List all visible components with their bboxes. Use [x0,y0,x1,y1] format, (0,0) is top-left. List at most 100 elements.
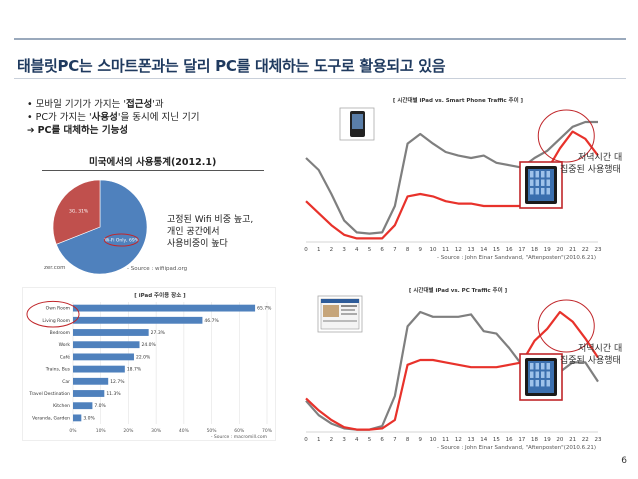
pie-chart: Wi-Fi Only, 69% 3G, 31% [52,179,148,275]
line-series-red [305,310,599,431]
tablet-app-tile [546,379,550,387]
x-tick-label: 7 [393,437,397,443]
bar-x-tick: 70% [262,428,273,434]
bar [73,390,105,397]
bar-source: - Source : macromill.com [211,434,267,440]
pie-section-rule [42,170,264,171]
bar-category-label: Travel Destination [28,391,70,397]
bar-x-tick: 50% [207,428,218,434]
x-tick-label: 21 [569,247,576,253]
bar-x-tick: 60% [234,428,245,434]
x-tick-label: 8 [406,247,410,253]
x-tick-label: 6 [380,437,384,443]
pie-note-line-1: 고정된 Wifi 비중 높고, [167,215,254,225]
bar-value-label: 24.0% [142,342,157,348]
x-tick-label: 15 [493,247,500,253]
bar-chart-panel: [ iPad 주이용 장소 ] 0% 10% 20% 30% 40% 50% 60% 70% Ow… [22,287,276,441]
tablet-app-tile [546,363,550,370]
bar [73,304,256,312]
bar-x-tick: 30% [151,428,162,434]
bar-chart: [ iPad 주이용 장소 ] 0% 10% 20% 30% 40% 50% 60% 70% Ow… [26,291,273,440]
bar [73,329,149,336]
bullet-2: • PC가 가지는 '사용성'을 동시에 지닌 기기 [27,112,200,123]
bullet-3: ➔ PC를 대체하는 기능성 [27,124,199,138]
bar [73,341,140,349]
bar-category-label: Café [60,353,70,360]
x-tick-label: 13 [468,437,475,443]
x-tick-label: 3 [342,437,346,443]
bar-value-label: 22.0% [136,354,151,360]
pie-note: 고정된 Wifi 비중 높고, 개인 공간에서 사용비중이 높다 [167,214,253,250]
bullet-3-text: PC를 대체하는 기능성 [37,125,129,136]
x-tick-label: 9 [419,247,423,253]
x-tick-label: 23 [595,437,602,443]
x-tick-label: 16 [506,437,513,443]
x-tick-label: 4 [355,437,359,443]
tablet-app-tile [535,371,539,378]
tablet-app-tile [541,363,545,370]
x-tick-label: 19 [544,437,551,443]
x-tick-label: 8 [406,437,410,443]
bar [73,353,134,361]
x-tick-label: 10 [429,437,436,443]
tablet-app-tile [541,379,545,387]
tablet-app-tile [530,371,534,378]
phone-screen [352,114,363,129]
tablet-app-tile [535,187,539,195]
x-tick-label: 12 [455,247,462,253]
bar-value-label: 11.3% [106,391,121,397]
tablet-app-tile [541,371,545,378]
tablet-app-tile [530,171,534,178]
tablet-app-tile [541,179,545,186]
highlight-ellipse [537,109,595,163]
pc-browser-icon [317,295,363,333]
tablet-icon [519,353,563,401]
x-tick-label: 17 [518,247,525,253]
traffic-top-note-line-2: 집중된 사용행태 [560,165,621,175]
traffic-top-chart: [ 시간대별 iPad vs. Smart Phone Traffic 추이 ]… [304,96,602,261]
x-tick-label: 4 [355,247,359,253]
highlight-ellipse [26,300,80,328]
browser-header [321,299,359,303]
x-tick-label: 2 [330,247,334,253]
x-tick-label: 15 [493,437,500,443]
x-tick-label: 20 [556,247,563,253]
bar [73,402,93,410]
traffic-top-note-line-1: 저녁시간 대 [578,153,623,163]
bar-value-label: 3.0% [83,415,95,421]
traffic-bottom-note: 저녁시간 대 집중된 사용행태 [560,343,622,367]
x-tick-label: 12 [455,437,462,443]
bullet-1: • 모바일 기기가 가지는 '접근성'과 [27,99,164,110]
tablet-app-tile [535,171,539,178]
x-tick-label: 18 [531,437,538,443]
x-tick-label: 11 [442,247,449,253]
tablet-app-tile [546,371,550,378]
bullet-1-post: '과 [152,99,164,110]
x-tick-label: 22 [582,437,589,443]
traffic-top-note: 저녁시간 대 집중된 사용행태 [560,152,622,176]
bar-value-label: 18.7% [127,367,142,373]
pie-slice-label: 3G, 31% [69,208,89,214]
page-number: 6 [621,456,627,466]
bar-x-tick: 0% [69,428,77,434]
browser-text-line [341,313,357,315]
bar-x-tick: 40% [179,428,190,434]
bullet-1-pre: 모바일 기기가 가지는 ' [35,99,126,110]
x-tick-label: 20 [556,437,563,443]
bar [73,414,82,422]
bar [73,377,109,385]
tablet-app-tile [546,179,550,186]
x-tick-label: 19 [544,247,551,253]
tablet-icon [519,161,563,209]
tablet-app-tile [535,379,539,387]
bullet-1-bold: 접근성 [125,99,153,110]
bar-category-label: Veranda, Garden [32,415,70,421]
tablet-app-tile [535,363,539,370]
bar-chart-title: [ iPad 주이용 장소 ] [134,291,186,299]
highlight-ellipse [103,233,139,247]
pie-corner-text: zer.com [44,265,66,271]
tablet-app-tile [541,187,545,195]
x-tick-label: 13 [468,247,475,253]
traffic-bottom-panel: [ 시간대별 iPad vs. PC Traffic 추이 ] 0 1 2 3 4 5 6 7 8… [298,282,604,454]
x-tick-label: 6 [380,247,384,253]
